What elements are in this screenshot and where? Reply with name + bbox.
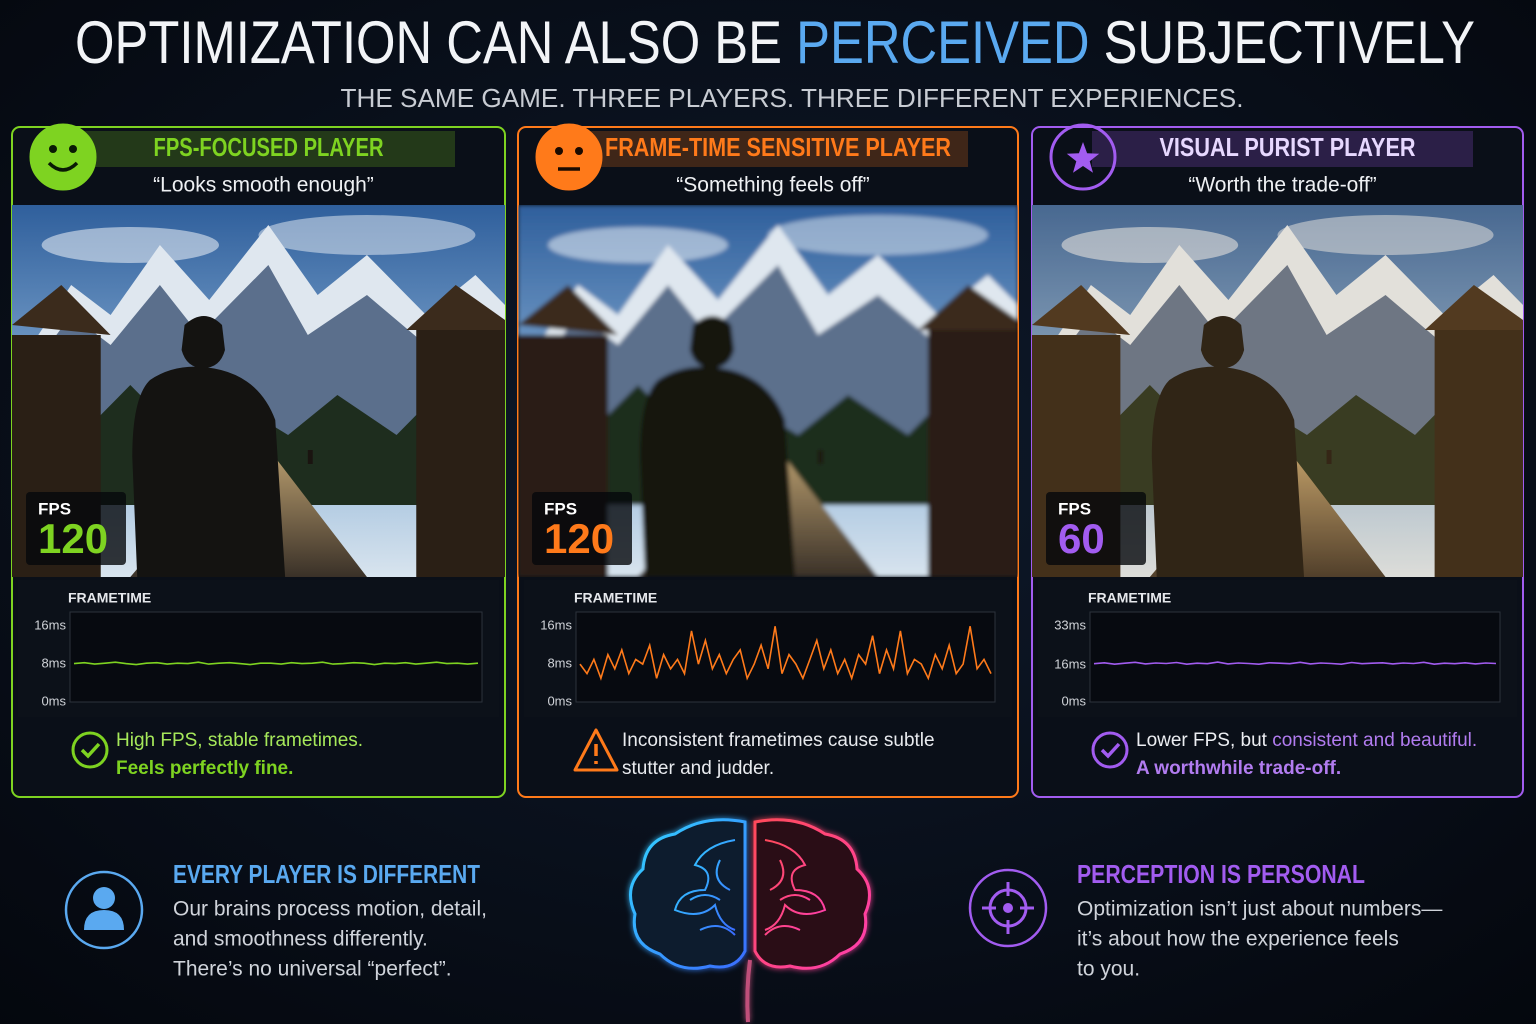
plot-box (69, 611, 483, 703)
eye (69, 145, 77, 153)
text-segment: PERCEIVED (796, 9, 1089, 76)
footer-heading: PERCEPTION IS PERSONAL (1077, 859, 1365, 889)
check-icon (1091, 731, 1129, 769)
panel-title: FRAME-TIME SENSITIVE PLAYER (605, 132, 951, 162)
footer-line: it’s about how the experience feels (1077, 928, 1399, 951)
y-tick-label: 16ms (540, 618, 572, 633)
fps-value: 60 (1058, 515, 1105, 562)
panels: FPS-FOCUSED PLAYER “Looks smooth enough” F… (11, 123, 1524, 798)
frametime-line (1093, 661, 1497, 666)
graph-label: FRAMETIME (68, 590, 151, 606)
note-line: Feels perfectly fine. (116, 758, 293, 779)
text-segment: stutter and judder. (622, 758, 774, 779)
y-tick-label: 16ms (1054, 657, 1086, 672)
page-title: OPTIMIZATION CAN ALSO BE PERCEIVED SUBJE… (75, 9, 1475, 76)
fps-label: FPS (544, 499, 577, 518)
target-icon-cross (982, 882, 1034, 934)
note-line: stutter and judder. (622, 758, 774, 779)
eye (49, 145, 57, 153)
mood-icon (1049, 123, 1117, 191)
warning-icon (573, 728, 619, 772)
title-band (578, 131, 968, 167)
note-line: Lower FPS, but consistent and beautiful. (1136, 730, 1477, 751)
panel-quote: “Something feels off” (676, 174, 869, 197)
note-line: High FPS, stable frametimes. (116, 730, 363, 751)
text-segment: Inconsistent frametimes cause subtle (622, 730, 935, 751)
fps-label: FPS (38, 499, 71, 518)
fps-box (1046, 492, 1146, 565)
target-icon-dot (1003, 903, 1013, 913)
player-panel: FRAME-TIME SENSITIVE PLAYER “Something fe… (517, 123, 1019, 798)
panel-title: VISUAL PURIST PLAYER (1160, 132, 1416, 162)
fps-box (26, 492, 126, 565)
fps-value: 120 (38, 515, 108, 562)
person-icon-head (93, 887, 115, 909)
subtitle: THE SAME GAME. THREE PLAYERS. THREE DIFF… (341, 83, 1244, 113)
y-tick-label: 0ms (41, 693, 66, 708)
y-tick-label: 0ms (1061, 693, 1086, 708)
panel-quote: “Looks smooth enough” (153, 174, 374, 197)
mouth (47, 161, 79, 172)
footer-line: to you. (1077, 958, 1140, 981)
note-line: A worthwhile trade-off. (1136, 758, 1341, 779)
note-line: Inconsistent frametimes cause subtle (622, 730, 935, 751)
text-segment: OPTIMIZATION CAN ALSO BE (75, 9, 796, 76)
panel-quote: “Worth the trade-off” (1188, 174, 1376, 197)
footer-line: and smoothness differently. (173, 928, 428, 951)
target-icon (968, 868, 1048, 948)
player-panel: FPS-FOCUSED PLAYER “Looks smooth enough” F… (11, 123, 506, 798)
y-tick-label: 0ms (547, 693, 572, 708)
eye (555, 147, 563, 155)
check-icon (71, 731, 109, 769)
footer: EVERY PLAYER IS DIFFERENT Our brains proc… (64, 818, 1442, 1023)
mood-icon (29, 123, 97, 191)
text-segment: A worthwhile trade-off. (1136, 758, 1341, 779)
footer-line: There’s no universal “perfect”. (173, 958, 452, 981)
panel-title: FPS-FOCUSED PLAYER (154, 132, 384, 162)
fps-value: 120 (544, 515, 614, 562)
frametime-line (73, 661, 479, 666)
title-band (72, 131, 455, 167)
title-band (1092, 131, 1473, 167)
star (1066, 142, 1100, 173)
brain (629, 818, 871, 1023)
footer-line: Optimization isn’t just about numbers— (1077, 898, 1442, 921)
graph-label: FRAMETIME (574, 590, 657, 606)
graph-label: FRAMETIME (1088, 590, 1171, 606)
person-icon (64, 870, 144, 950)
y-tick-label: 8ms (547, 656, 572, 671)
person-icon-body (84, 910, 124, 930)
fps-label: FPS (1058, 499, 1091, 518)
text-segment: consistent and beautiful. (1272, 730, 1477, 751)
check-mark (80, 742, 101, 759)
text-segment: SUBJECTIVELY (1089, 9, 1475, 76)
y-tick-label: 8ms (41, 656, 66, 671)
footer-line: Our brains process motion, detail, (173, 898, 487, 921)
frametime-line (579, 626, 992, 681)
plot-box (1089, 611, 1501, 703)
y-tick-label: 16ms (34, 618, 66, 633)
plot-box (575, 611, 996, 703)
player-panel: VISUAL PURIST PLAYER “Worth the trade-off… (1031, 123, 1524, 798)
mood-icon (535, 123, 603, 191)
footer-heading: EVERY PLAYER IS DIFFERENT (173, 859, 480, 889)
text-segment: High FPS, stable frametimes. (116, 730, 363, 751)
check-mark (1100, 742, 1121, 759)
eye (575, 147, 583, 155)
text-segment: Lower FPS, but (1136, 730, 1272, 751)
y-tick-label: 33ms (1054, 617, 1086, 632)
fps-box (532, 492, 632, 565)
text-segment: Feels perfectly fine. (116, 758, 293, 779)
